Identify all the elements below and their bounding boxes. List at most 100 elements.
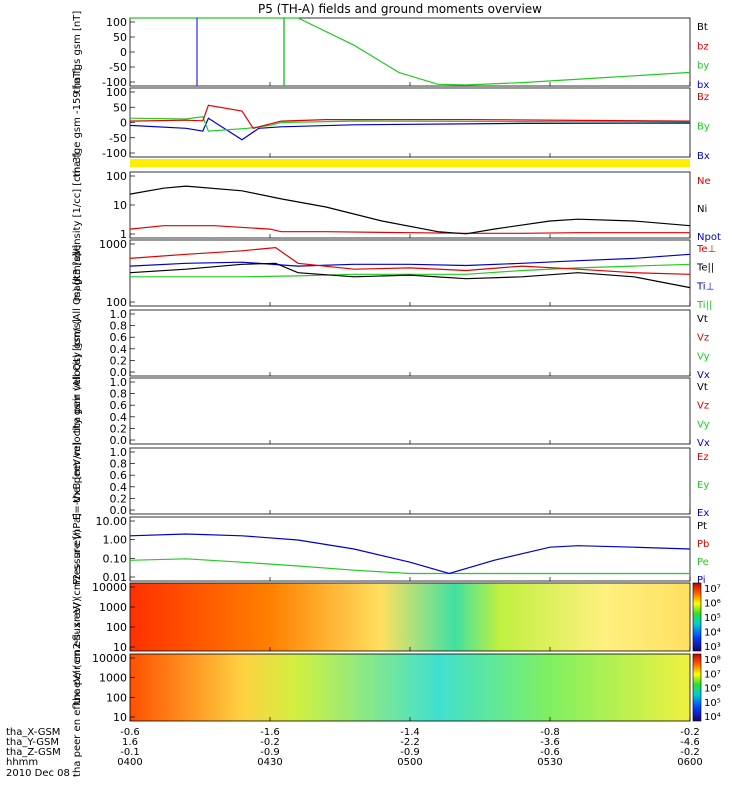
y-tick-label: 0.6 (110, 399, 128, 412)
series-bx (129, 117, 691, 141)
x-row-label: tha_X-GSM (6, 727, 60, 738)
legend-entry: Vx (697, 438, 710, 449)
y-tick-label: 0.4 (110, 411, 128, 424)
y-tick-label: 0 (120, 46, 127, 59)
y-tick-label: 100 (106, 86, 127, 99)
y-tick-label: 100 (106, 170, 127, 183)
series-pi (129, 533, 691, 575)
y-tick-label: 100 (106, 16, 127, 29)
y-tick-label: 0.6 (110, 469, 128, 482)
y-tick-label: 0.8 (110, 320, 128, 333)
heatmap-image (130, 654, 690, 721)
y-axis-label: E=-VxB [mV/m] (72, 442, 83, 520)
y-tick-label: 10000 (92, 652, 127, 665)
series-te-perp (129, 246, 691, 275)
colorbar-tick-label: 10⁶ (704, 599, 721, 610)
colorbar-tick-label: 10⁷ (704, 584, 721, 595)
legend-entry: bz (697, 41, 709, 52)
legend-entry: Ey (697, 480, 709, 491)
x-row-label: hhmm (6, 757, 38, 768)
y-axis-label: tha fgs gsm [nT] (72, 11, 83, 94)
panel-7: 1.00.80.60.40.20.0 E=-VxB [mV/m] Ez Ey Ex (72, 442, 709, 520)
x-row-label: tha_Z-GSM (6, 747, 61, 758)
colorbar-tick-label: 10⁵ (704, 698, 721, 709)
legend-entry: Ni (697, 204, 707, 215)
y-tick-label: 50 (113, 31, 127, 44)
panel-10: 10⁸ 10⁷ 10⁶ 10⁵ 10⁴ 10000 1000 100 10 tha peer en… (72, 598, 721, 777)
legend-entry: Pb (697, 539, 709, 550)
y-tick-label: 0.6 (110, 331, 128, 344)
series-ni (129, 185, 691, 235)
y-tick-label: 1.0 (110, 446, 128, 459)
flag-bar (130, 159, 690, 167)
x-row-value: -0.2 (680, 727, 700, 738)
legend-entry: Pt (697, 521, 707, 532)
legend-entry: Bt (697, 22, 708, 33)
panel-frame (129, 239, 691, 307)
x-row-value: 0400 (117, 757, 142, 768)
y-tick-label: 1.00 (103, 534, 128, 547)
y-tick-label: -100 (102, 76, 127, 89)
x-date-label: 2010 Dec 08 (6, 768, 70, 779)
series-ne (129, 225, 690, 234)
y-tick-label: 0.4 (110, 481, 128, 494)
x-axis: tha_X-GSM -0.6 -1.6 -1.4 -0.8 -0.2 tha_Y-GSM 1.… (6, 727, 703, 779)
panel-frame (129, 447, 691, 515)
series-te-par (129, 262, 691, 289)
panel-4: 1000 100 magt3 [eV] Te⊥ Te|| Ti⊥ Ti|| (72, 238, 716, 311)
legend-entry: Ne (697, 176, 711, 187)
colorbar-tick-label: 10⁸ (704, 655, 721, 666)
colorbar-tick-label: 10⁴ (704, 712, 721, 723)
y-tick-label: 0.8 (110, 388, 128, 401)
x-row-value: 0430 (257, 757, 282, 768)
y-tick-label: 1 (120, 228, 127, 241)
legend-entry: Te|| (696, 263, 714, 274)
x-row-label: tha_Y-GSM (6, 737, 59, 748)
legend-entry: Pe (697, 557, 709, 568)
y-tick-label: 0.2 (110, 492, 128, 505)
x-row-value: -1.4 (400, 727, 420, 738)
x-row-value: 0600 (677, 757, 702, 768)
y-tick-label: 10 (113, 199, 127, 212)
legend-entry: Bx (697, 151, 710, 162)
legend-entry: Ti|| (696, 300, 712, 311)
y-tick-label: 1.0 (110, 308, 128, 321)
colorbar-tick-label: 10⁶ (704, 684, 721, 695)
legend-entry: By (697, 122, 710, 133)
x-row-value: -0.8 (540, 727, 560, 738)
y-tick-label: 0.01 (103, 571, 128, 584)
figure-title: P5 (TH-A) fields and ground moments over… (258, 2, 542, 16)
y-axis-label: magt3 [eV] (72, 245, 83, 302)
x-row-value: 0530 (537, 757, 562, 768)
legend-entry: Npot (697, 232, 721, 243)
y-tick-label: 10 (113, 641, 127, 654)
y-tick-label: 1000 (99, 601, 127, 614)
y-tick-label: 100 (106, 621, 127, 634)
legend-entry: Pi (697, 575, 706, 586)
y-tick-label: 0.2 (110, 422, 128, 435)
x-row-value: -0.2 (680, 747, 700, 758)
legend-entry: Bz (697, 92, 709, 103)
y-tick-label: 0.2 (110, 354, 128, 367)
y-axis-label: tha fge gsm -159 [nT] (72, 68, 83, 177)
legend-entry: Ex (697, 508, 709, 519)
panel-1: 100 50 0 -50 -100 tha fgs gsm [nT] Bt bz by bx (72, 11, 709, 94)
y-tick-label: 1000 (99, 238, 127, 251)
colorbar-tick-label: 10⁴ (704, 628, 721, 639)
y-tick-label: -100 (102, 147, 127, 160)
panel-9: 10⁷ 10⁶ 10⁵ 10⁴ 10³ 10000 1000 100 10 tha peir en… (72, 529, 721, 705)
x-row-value: -0.6 (120, 727, 140, 738)
panel-3: 100 10 1 density [1/cc] [cm-3] Ne Ni Npot (72, 153, 721, 258)
x-row-value: 0500 (397, 757, 422, 768)
y-tick-label: 0.0 (110, 366, 128, 379)
legend-entry: Vx (697, 370, 710, 381)
colorbar (692, 582, 702, 652)
y-tick-label: 0.4 (110, 343, 128, 356)
legend-entry: Vt (697, 382, 708, 393)
x-row-value: -0.9 (400, 747, 420, 758)
series-bz (129, 104, 691, 129)
panel-frame (129, 309, 691, 377)
y-tick-label: 100 (106, 691, 127, 704)
legend-entry: Te⊥ (696, 244, 716, 255)
